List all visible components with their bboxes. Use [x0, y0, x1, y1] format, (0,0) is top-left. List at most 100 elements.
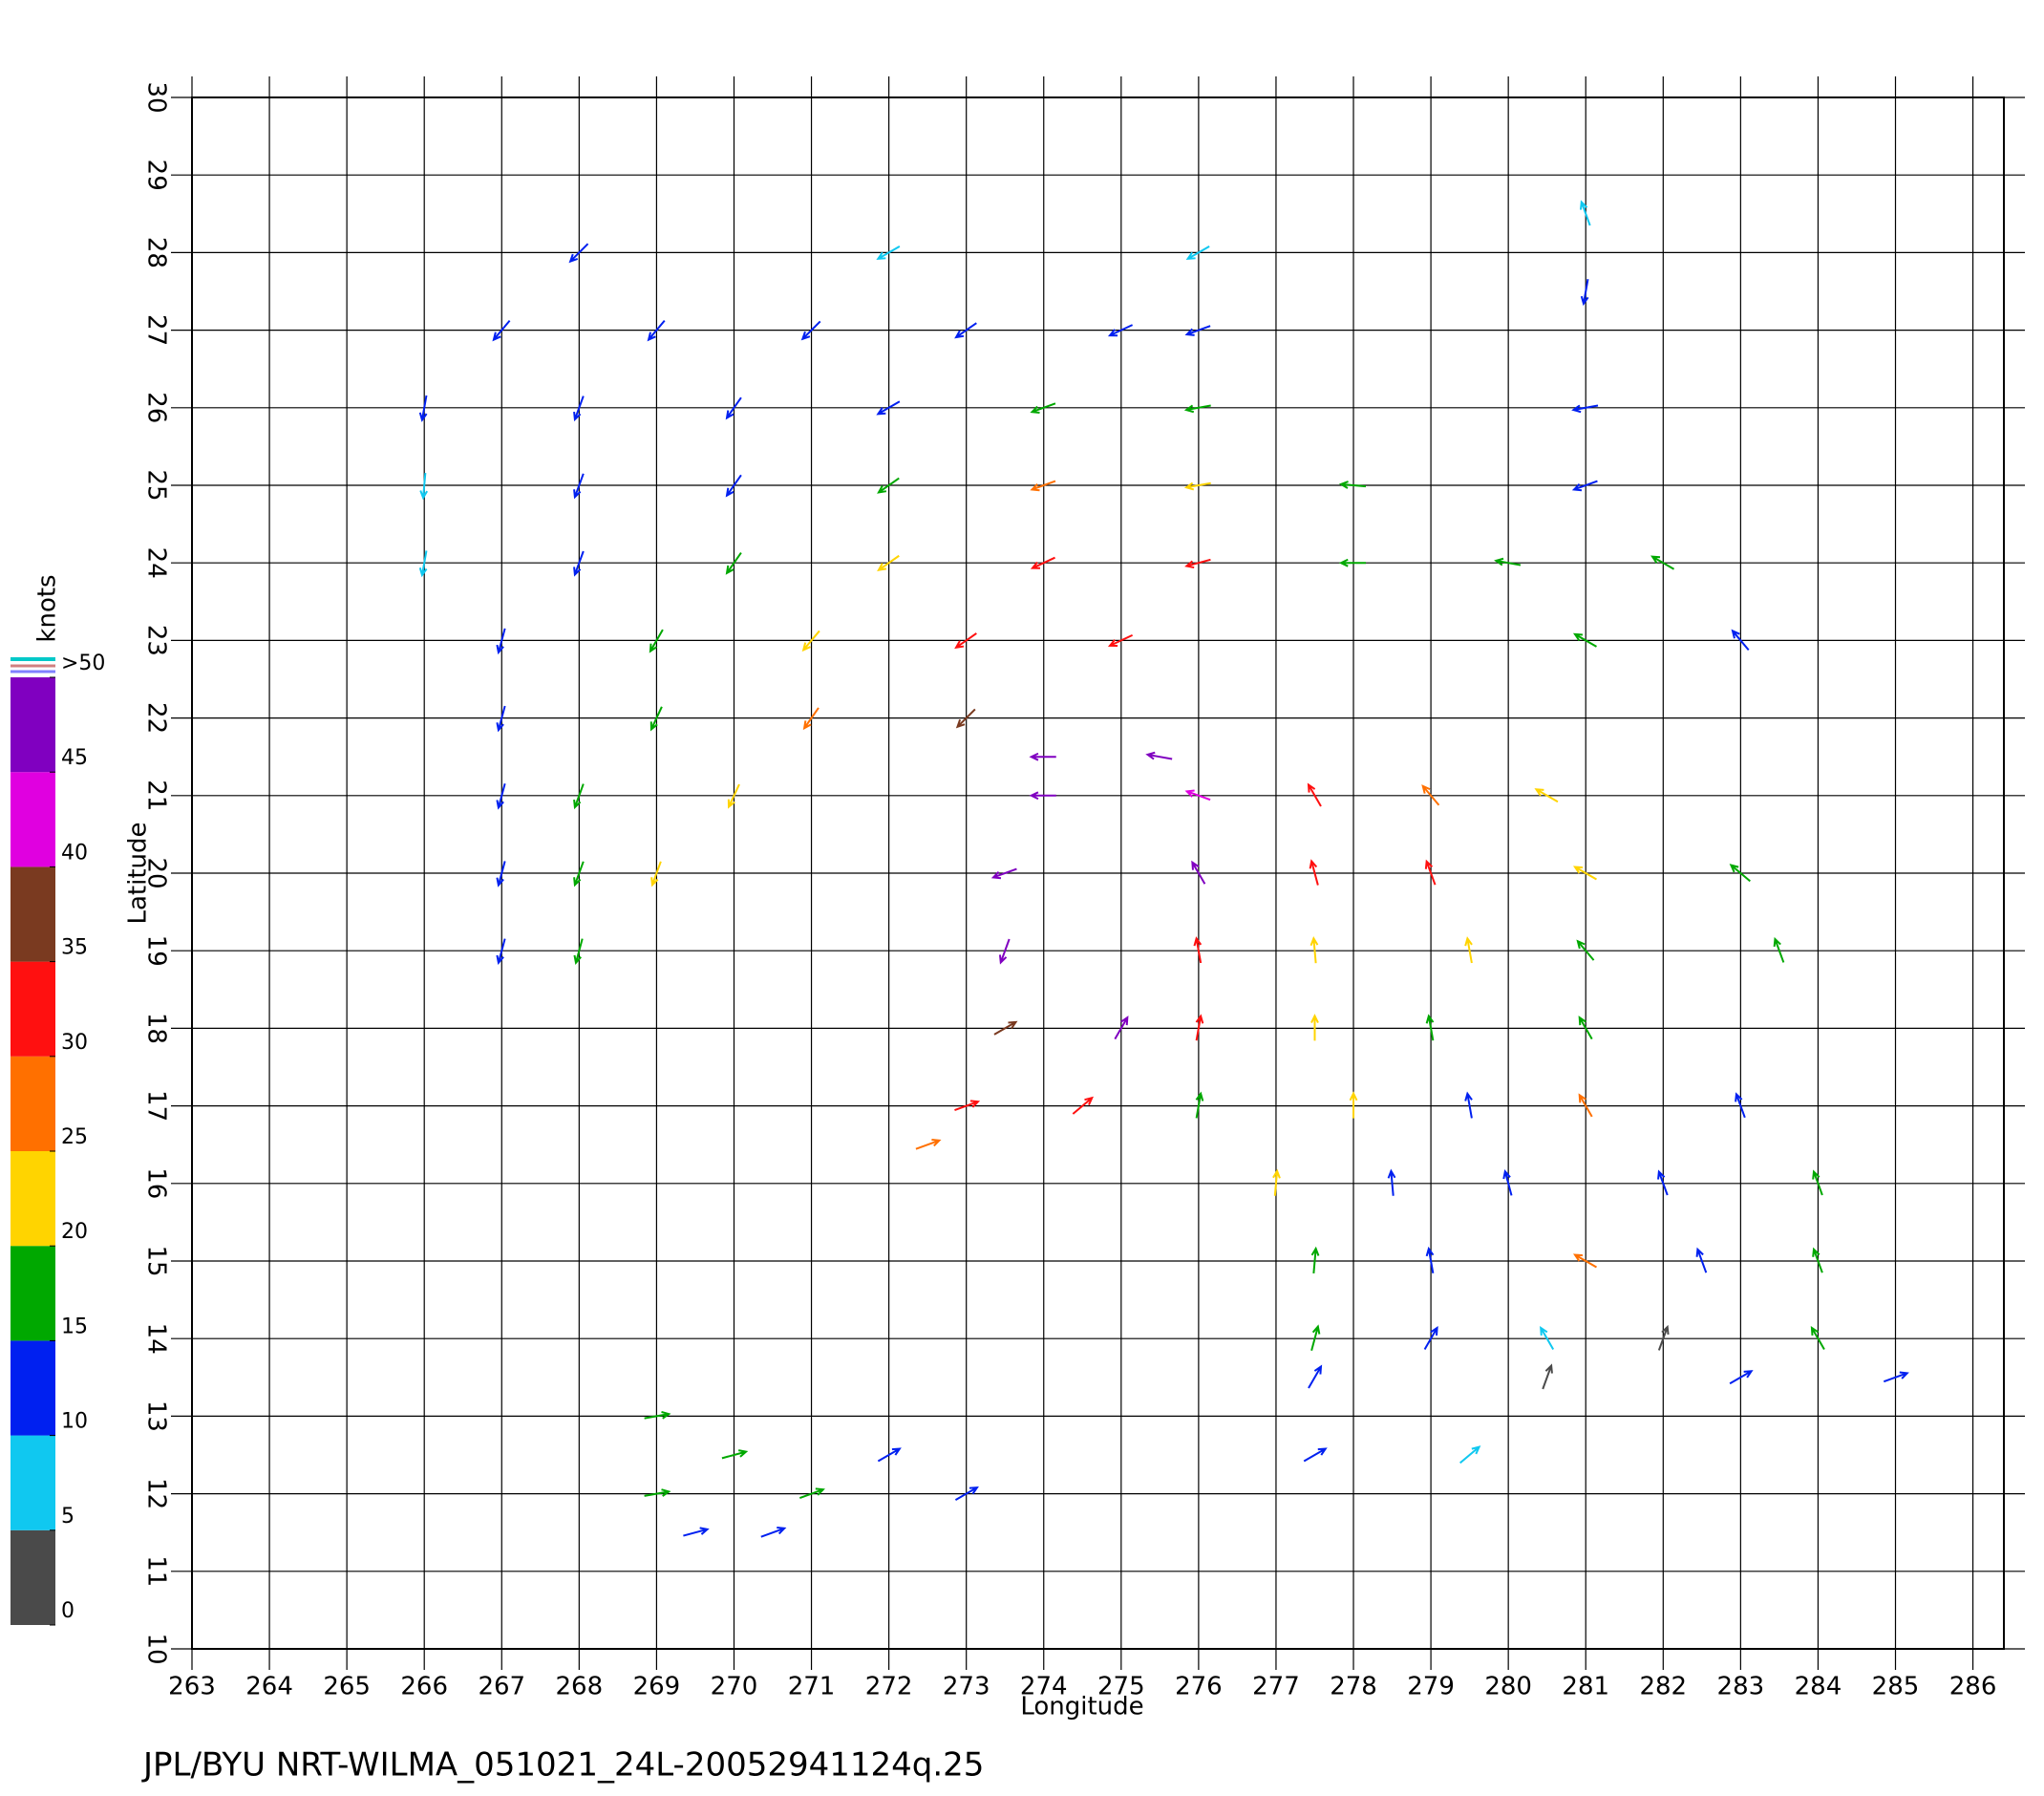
wind-vector: [725, 551, 742, 575]
wind-vector: [1579, 200, 1591, 226]
wind-vector: [1114, 1016, 1129, 1040]
wind-vector: [1812, 1247, 1823, 1273]
x-tick-label: 282: [1639, 1673, 1687, 1701]
x-axis-label: Longitude: [1020, 1693, 1143, 1721]
wind-vector: [683, 1527, 710, 1537]
wind-vector: [1423, 1325, 1438, 1350]
wind-vector: [1729, 864, 1751, 883]
wind-vector: [877, 477, 900, 494]
wind-vector: [1030, 402, 1056, 415]
wind-vector: [760, 1526, 787, 1538]
wind-vector: [1731, 629, 1750, 652]
x-tick-label: 274: [1020, 1673, 1068, 1701]
y-tick-label: 22: [142, 702, 171, 734]
wind-vector: [1308, 1364, 1323, 1389]
colorbar-band: [11, 1529, 55, 1625]
wind-vector: [1107, 633, 1134, 648]
colorbar-tick-label: 5: [61, 1505, 75, 1529]
wind-vector: [876, 246, 901, 261]
wind-vector: [1184, 789, 1211, 802]
y-tick-label: 26: [142, 392, 171, 423]
wind-vector: [1107, 324, 1134, 337]
wind-vector: [1191, 860, 1206, 885]
wind-vector: [1072, 1096, 1095, 1115]
wind-vector: [727, 783, 740, 809]
wind-vector: [1309, 859, 1319, 886]
wind-vector: [1578, 1016, 1593, 1040]
wind-vector: [1464, 1091, 1473, 1119]
wind-vector: [954, 322, 977, 339]
colorbar-band: [11, 961, 55, 1057]
wind-vector: [1310, 1014, 1319, 1041]
wind-vector: [418, 550, 428, 578]
y-tick-label: 20: [142, 857, 171, 888]
wind-vector: [800, 320, 821, 341]
wind-vector: [1534, 788, 1559, 803]
wind-vector: [647, 319, 666, 342]
wind-vector: [1425, 1246, 1435, 1273]
wind-vector: [1184, 325, 1211, 336]
wind-vector: [1272, 1168, 1281, 1196]
wind-vector: [1425, 1014, 1435, 1041]
wind-vector: [573, 861, 585, 887]
wind-vector: [1338, 558, 1367, 567]
colorbar-label: knots: [33, 574, 62, 642]
y-tick-label: 30: [142, 81, 171, 113]
x-tick-label: 264: [245, 1673, 293, 1701]
wind-vector: [1338, 481, 1367, 489]
wind-vector: [1572, 632, 1597, 648]
wind-vector: [801, 630, 820, 652]
wind-vector: [955, 708, 976, 729]
wind-vector: [1578, 1093, 1593, 1118]
y-axis-label: Latitude: [124, 822, 153, 924]
colorbar-band: [11, 677, 55, 773]
wind-vector: [1183, 481, 1211, 491]
wind-vector: [1494, 557, 1522, 567]
wind-vector: [998, 938, 1011, 965]
y-tick-label: 21: [142, 780, 171, 811]
wind-vector: [1650, 555, 1675, 570]
y-tick-label: 16: [142, 1167, 171, 1199]
wind-vector: [1572, 866, 1597, 881]
wind-vector: [1729, 1370, 1754, 1385]
wind-vector: [877, 1447, 902, 1463]
wind-vector: [1029, 791, 1056, 801]
wind-vector: [877, 554, 900, 571]
y-tick-label: 18: [142, 1013, 171, 1044]
wind-vector: [496, 705, 506, 733]
wind-vector: [1580, 279, 1589, 307]
wind-vector: [1812, 1169, 1823, 1196]
y-tick-label: 17: [142, 1090, 171, 1122]
colorbar-tick-label: 40: [61, 841, 88, 865]
wind-vector: [644, 1488, 671, 1497]
wind-vector: [1571, 404, 1599, 414]
x-tick-label: 276: [1175, 1673, 1223, 1701]
x-tick-label: 281: [1562, 1673, 1609, 1701]
wind-vector: [1773, 936, 1785, 963]
colorbar-band: [11, 1246, 55, 1341]
x-tick-label: 284: [1795, 1673, 1842, 1701]
wind-vector: [1459, 1445, 1481, 1465]
footer: JPL/BYU NRT-WILMA_051021_24L-20052941124…: [141, 1746, 984, 1785]
colorbar-tick-label: 45: [61, 746, 88, 770]
wind-vector: [573, 473, 585, 500]
wind-vector: [1030, 480, 1056, 492]
colorbar-band: [11, 1151, 55, 1247]
wind-vector: [496, 782, 506, 810]
x-tick-label: 263: [168, 1673, 216, 1701]
colorbar-band: [11, 772, 55, 867]
wind-vector: [1657, 1324, 1670, 1351]
y-tick-label: 15: [142, 1245, 171, 1276]
plot-frame: [191, 96, 2005, 1650]
wind-vector: [496, 861, 506, 887]
wind-vector: [876, 400, 901, 416]
wind-vector: [1542, 1363, 1553, 1390]
x-tick-label: 285: [1872, 1673, 1920, 1701]
wind-vector: [954, 1486, 979, 1501]
wind-vector: [725, 474, 742, 498]
wind-vector: [496, 938, 506, 965]
wind-vector: [1030, 556, 1055, 569]
wind-vector: [496, 628, 506, 655]
